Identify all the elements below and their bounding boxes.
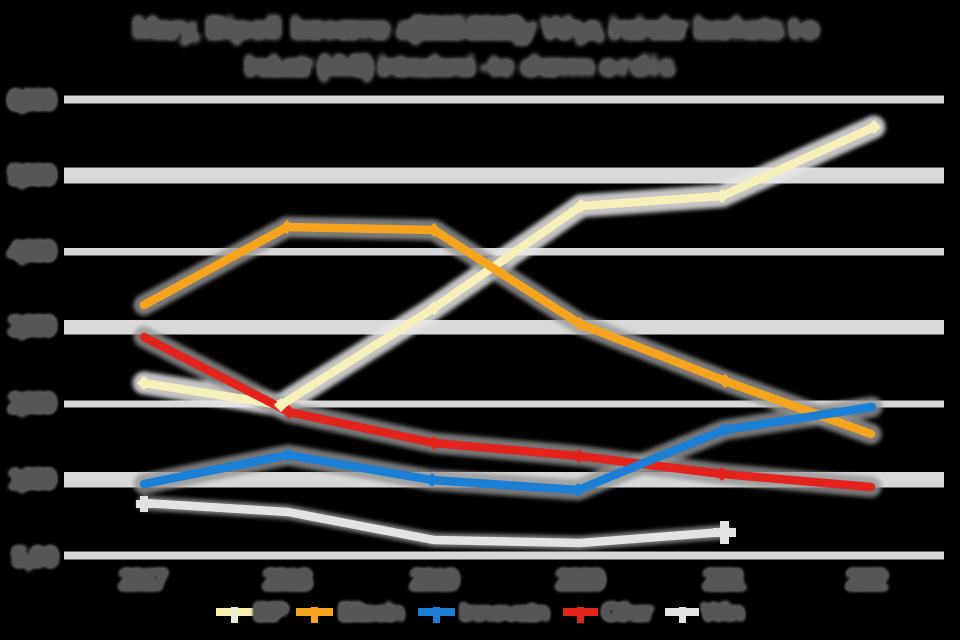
- svg-text:Industr: Industr: [245, 50, 313, 81]
- svg-text:Mary,: Mary,: [133, 12, 200, 45]
- svg-text:2022: 2022: [846, 564, 888, 595]
- svg-text:barkets: barkets: [694, 12, 784, 45]
- svg-text:bexxame: bexxame: [291, 12, 390, 45]
- svg-text:oharmm: oharmm: [521, 50, 594, 81]
- svg-text:insindor: insindor: [609, 12, 688, 45]
- svg-text:1,000: 1,000: [8, 464, 56, 494]
- svg-text:Bipoll: Bipoll: [206, 12, 281, 45]
- svg-text:4,000: 4,000: [8, 236, 56, 266]
- svg-text:Bitcoin: Bitcoin: [339, 599, 404, 626]
- svg-text:a(2015-2019)y: a(2015-2019)y: [397, 12, 536, 45]
- svg-text:2017: 2017: [119, 564, 168, 595]
- svg-text:6,000: 6,000: [8, 85, 56, 115]
- svg-text:Other: Other: [602, 599, 653, 626]
- svg-text:5,000: 5,000: [8, 160, 56, 190]
- svg-text:(MMB): (MMB): [318, 50, 373, 81]
- svg-text:2,000: 2,000: [8, 388, 56, 418]
- svg-text:Innovatn: Innovatn: [460, 599, 549, 626]
- svg-text:to: to: [789, 12, 819, 45]
- svg-text:ordis: ordis: [600, 50, 675, 81]
- svg-text:Whys,: Whys,: [542, 12, 604, 45]
- svg-text:3,000: 3,000: [8, 311, 56, 341]
- svg-text:5,00: 5,00: [12, 542, 58, 572]
- svg-text:2018: 2018: [263, 564, 312, 595]
- svg-text:2020: 2020: [556, 564, 605, 595]
- svg-text:intradersi: intradersi: [378, 50, 475, 81]
- svg-text:Win: Win: [702, 599, 744, 626]
- svg-text:2019: 2019: [410, 564, 459, 595]
- svg-text:2021: 2021: [703, 564, 746, 595]
- svg-text:BIP: BIP: [254, 599, 288, 626]
- svg-text:-te: -te: [480, 50, 514, 81]
